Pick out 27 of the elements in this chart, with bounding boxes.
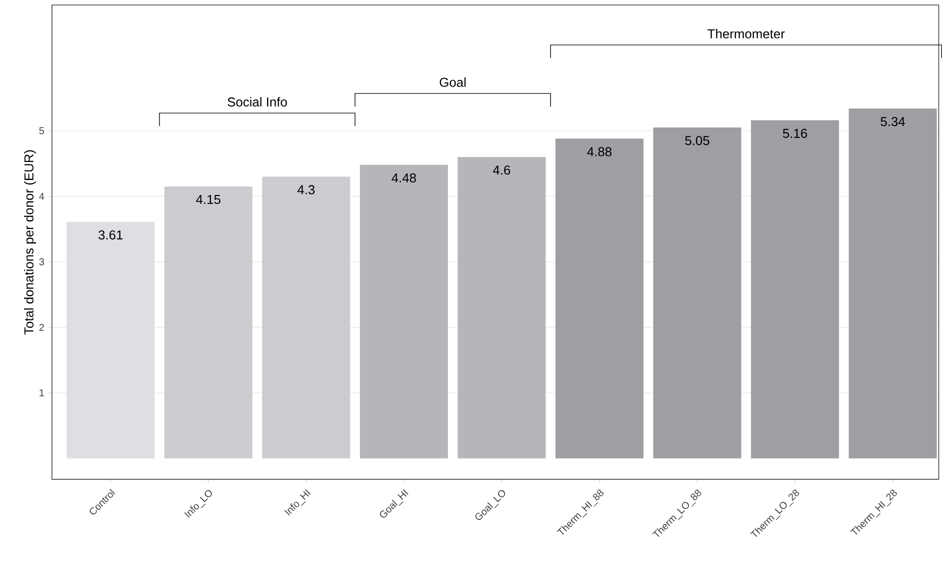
data-label: 4.48	[392, 173, 416, 182]
y-tick-label: 3	[39, 258, 44, 266]
annotation: Thermometer	[708, 28, 785, 38]
y-tick-label: 5	[39, 127, 44, 134]
y-tick-label: 1	[40, 389, 44, 396]
data-label: 4.15	[196, 194, 220, 204]
data-label: 4.3	[297, 185, 315, 194]
bar	[164, 186, 252, 458]
bar	[555, 138, 644, 458]
bar	[66, 222, 155, 458]
bar	[458, 156, 546, 458]
data-label: 5.05	[685, 136, 710, 146]
bar	[360, 164, 448, 458]
data-label: 4.6	[492, 165, 510, 175]
data-label: 5.34	[880, 116, 905, 126]
y-axis-title: Total donations per donor (EUR)	[24, 150, 36, 335]
data-label: 3.61	[98, 230, 123, 240]
annotation: Social Info	[228, 96, 287, 106]
data-label: 4.88	[587, 147, 612, 156]
bar	[848, 108, 937, 458]
bar	[751, 120, 840, 458]
annotation: Goal	[440, 77, 466, 87]
y-tick-label: 4	[39, 192, 44, 200]
y-tick-label: 2	[39, 324, 44, 331]
data-label: 5.16	[782, 128, 808, 138]
bar	[262, 176, 350, 458]
bar	[653, 127, 742, 458]
